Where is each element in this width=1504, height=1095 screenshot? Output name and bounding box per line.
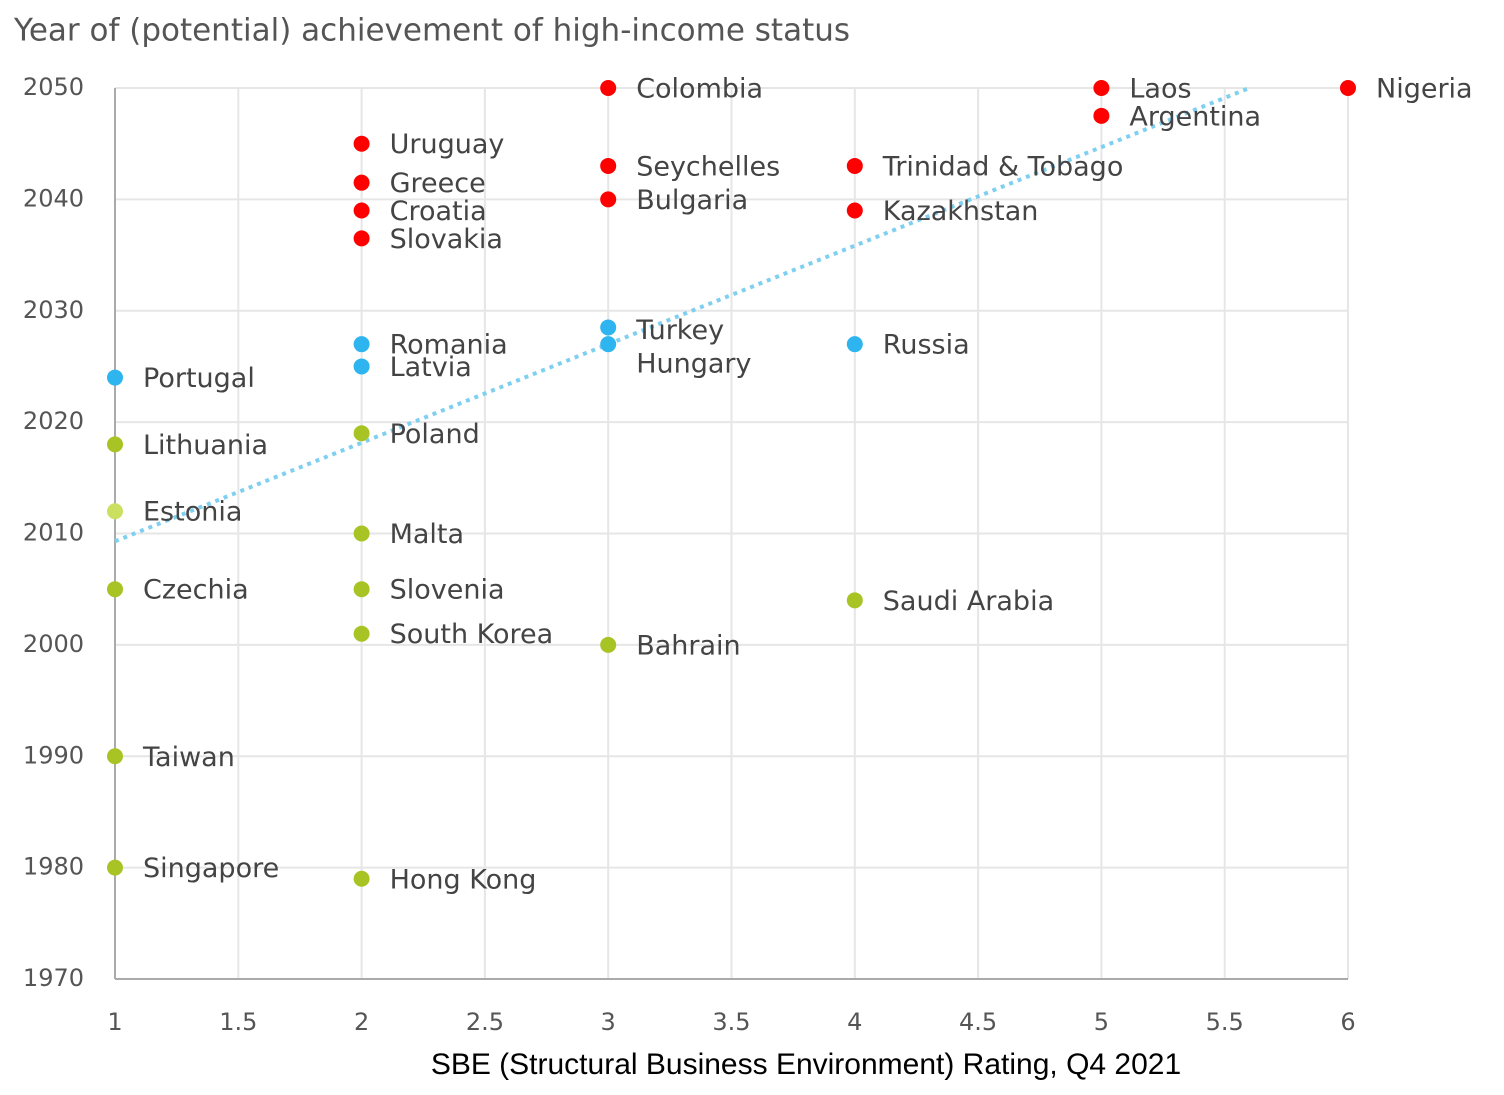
point <box>353 358 370 375</box>
point <box>600 636 617 653</box>
point-label: Laos <box>1129 74 1191 105</box>
point <box>1093 80 1110 96</box>
point <box>600 157 617 174</box>
point <box>600 336 617 353</box>
point-label: Estonia <box>143 497 242 528</box>
x-tick-label: 4.5 <box>959 1008 997 1036</box>
point <box>107 581 123 598</box>
point <box>353 870 370 887</box>
x-tick-label: 1 <box>107 1008 122 1036</box>
point-label: Hungary <box>636 349 751 380</box>
x-tick-label: 5 <box>1094 1008 1109 1036</box>
point-label: Lithuania <box>143 430 268 461</box>
point-label: Malta <box>390 519 464 550</box>
x-tick-label: 1.5 <box>219 1008 257 1036</box>
point-label: Singapore <box>143 853 279 884</box>
y-tick-label: 2030 <box>23 296 84 324</box>
point <box>1093 107 1110 124</box>
point <box>353 230 370 247</box>
point-label: South Korea <box>390 619 554 650</box>
point-label: Croatia <box>390 196 487 227</box>
point-label: Seychelles <box>636 151 780 182</box>
x-tick-label: 5.5 <box>1206 1008 1244 1036</box>
y-tick-label: 2020 <box>23 407 84 435</box>
point <box>353 336 370 353</box>
x-axis-title: SBE (Structural Business Environment) Ra… <box>431 1048 1181 1081</box>
point <box>353 135 370 152</box>
point-label: Greece <box>390 168 486 199</box>
point <box>353 525 370 542</box>
point-label: Portugal <box>143 363 255 394</box>
y-tick-label: 2010 <box>23 519 84 547</box>
point-label: Argentina <box>1129 101 1261 132</box>
point <box>107 859 123 876</box>
point <box>846 157 863 174</box>
point <box>1340 80 1356 96</box>
point <box>107 503 123 520</box>
point-label: Czechia <box>143 575 249 606</box>
x-tick-label: 3.5 <box>712 1008 750 1036</box>
x-tick-label: 6 <box>1340 1008 1355 1036</box>
y-tick-label: 2050 <box>23 73 84 101</box>
point-label: Nigeria <box>1376 74 1473 105</box>
point-label: Romania <box>390 330 508 361</box>
point <box>353 625 370 642</box>
point <box>107 748 123 765</box>
y-tick-label: 1980 <box>23 853 84 881</box>
point-label: Uruguay <box>390 129 505 160</box>
point-label: Colombia <box>636 74 763 105</box>
x-tick-label: 2 <box>354 1008 369 1036</box>
y-tick-label: 2000 <box>23 630 84 658</box>
y-tick-label: 1990 <box>23 741 84 769</box>
point-label: Saudi Arabia <box>883 586 1054 617</box>
x-tick-label: 4 <box>847 1008 862 1036</box>
point <box>846 592 863 609</box>
point <box>353 202 370 219</box>
point-label: Hong Kong <box>390 864 537 895</box>
point-label: Poland <box>390 419 480 450</box>
point <box>846 336 863 353</box>
x-tick-label: 2.5 <box>466 1008 504 1036</box>
chart-title: Year of (potential) achievement of high-… <box>13 13 850 49</box>
point <box>107 369 123 386</box>
point-label: Bulgaria <box>636 185 748 216</box>
point <box>353 425 370 442</box>
trendline <box>114 86 1251 544</box>
point-label: Russia <box>883 330 970 361</box>
point-label: Kazakhstan <box>883 196 1039 227</box>
point-label: Taiwan <box>142 742 235 773</box>
point-label: Latvia <box>390 352 472 383</box>
point-label: Turkey <box>635 315 724 346</box>
point <box>353 581 370 598</box>
y-tick-label: 1970 <box>23 964 84 992</box>
x-tick-label: 3 <box>601 1008 616 1036</box>
point <box>600 80 617 96</box>
point-label: Trinidad & Tobago <box>882 151 1124 182</box>
point <box>600 191 617 208</box>
point-label: Slovakia <box>390 224 503 255</box>
point-label: Bahrain <box>636 630 740 661</box>
point <box>600 319 617 336</box>
y-tick-label: 2040 <box>23 184 84 212</box>
point <box>353 174 370 191</box>
point-label: Slovenia <box>390 575 505 606</box>
point <box>107 436 123 453</box>
point <box>846 202 863 219</box>
